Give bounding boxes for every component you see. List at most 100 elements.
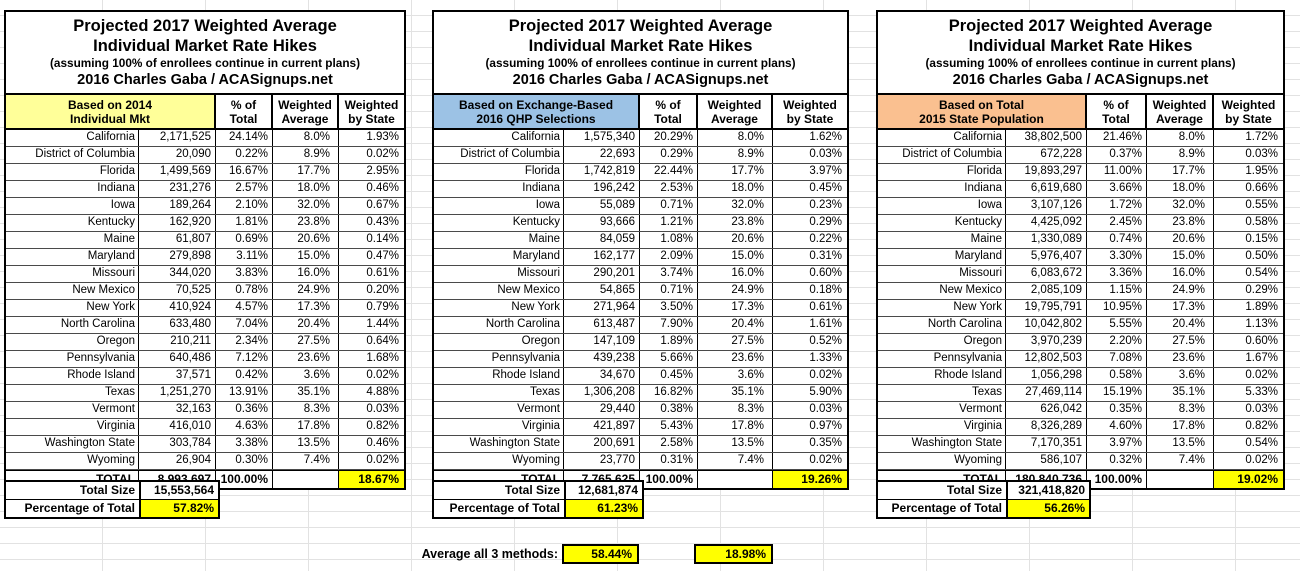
weighted-by-state-cell[interactable]: 0.22% [773, 232, 847, 248]
pct-of-total-cell[interactable]: 3.11% [216, 249, 273, 265]
pct-of-total-cell[interactable]: 2.57% [216, 181, 273, 197]
state-name-cell[interactable]: Rhode Island [6, 368, 139, 384]
weighted-by-state-cell[interactable]: 2.95% [339, 164, 404, 180]
market-size-cell[interactable]: 32,163 [139, 402, 216, 418]
pct-of-total-cell[interactable]: 3.83% [216, 266, 273, 282]
table-title-block[interactable]: Projected 2017 Weighted Average Individu… [878, 12, 1283, 95]
state-name-cell[interactable]: Maryland [434, 249, 564, 265]
weighted-average-cell[interactable]: 18.0% [698, 181, 773, 197]
state-name-cell[interactable]: Pennsylvania [878, 351, 1006, 367]
pct-of-total-cell[interactable]: 16.82% [640, 385, 698, 401]
total-wavg-empty-cell[interactable] [1147, 471, 1214, 488]
state-name-cell[interactable]: Indiana [878, 181, 1006, 197]
state-name-cell[interactable]: North Carolina [878, 317, 1006, 333]
state-name-cell[interactable]: California [6, 130, 139, 146]
pct-of-total-cell[interactable]: 3.66% [1087, 181, 1147, 197]
pct-of-total-cell[interactable]: 0.45% [640, 368, 698, 384]
pct-of-total-cell[interactable]: 16.67% [216, 164, 273, 180]
total-size-value[interactable]: 12,681,874 [564, 482, 642, 499]
table-title-block[interactable]: Projected 2017 Weighted Average Individu… [434, 12, 847, 95]
pct-of-total-cell[interactable]: 0.29% [640, 147, 698, 163]
weighted-by-state-cell[interactable]: 0.03% [773, 402, 847, 418]
market-size-cell[interactable]: 1,251,270 [139, 385, 216, 401]
weighted-by-state-cell[interactable]: 0.58% [1214, 215, 1283, 231]
weighted-average-cell[interactable]: 35.1% [698, 385, 773, 401]
pct-of-total-cell[interactable]: 2.58% [640, 436, 698, 452]
weighted-average-cell[interactable]: 13.5% [698, 436, 773, 452]
state-name-cell[interactable]: Rhode Island [878, 368, 1006, 384]
pct-of-total-cell[interactable]: 0.31% [640, 453, 698, 469]
weighted-average-cell[interactable]: 8.0% [698, 130, 773, 146]
market-size-cell[interactable]: 410,924 [139, 300, 216, 316]
market-size-cell[interactable]: 38,802,500 [1006, 130, 1087, 146]
state-name-cell[interactable]: New York [6, 300, 139, 316]
weighted-by-state-cell[interactable]: 0.20% [339, 283, 404, 299]
market-size-cell[interactable]: 626,042 [1006, 402, 1087, 418]
weighted-average-cell[interactable]: 16.0% [1147, 266, 1214, 282]
market-size-cell[interactable]: 70,525 [139, 283, 216, 299]
weighted-by-state-cell[interactable]: 0.43% [339, 215, 404, 231]
pct-of-total-cell[interactable]: 7.12% [216, 351, 273, 367]
pct-of-total-cell[interactable]: 0.78% [216, 283, 273, 299]
weighted-by-state-cell[interactable]: 0.60% [1214, 334, 1283, 350]
total-weighted-by-state-cell[interactable]: 18.67% [339, 471, 404, 488]
weighted-average-cell[interactable]: 7.4% [698, 453, 773, 469]
pct-of-total-cell[interactable]: 1.81% [216, 215, 273, 231]
weighted-average-cell[interactable]: 17.3% [273, 300, 339, 316]
weighted-by-state-cell[interactable]: 1.62% [773, 130, 847, 146]
market-size-cell[interactable]: 2,171,525 [139, 130, 216, 146]
state-name-cell[interactable]: Florida [434, 164, 564, 180]
weighted-by-state-cell[interactable]: 0.23% [773, 198, 847, 214]
state-name-cell[interactable]: Missouri [878, 266, 1006, 282]
weighted-by-state-cell[interactable]: 0.46% [339, 181, 404, 197]
weighted-average-cell[interactable]: 15.0% [273, 249, 339, 265]
weighted-average-cell[interactable]: 13.5% [273, 436, 339, 452]
state-name-cell[interactable]: Washington State [6, 436, 139, 452]
total-size-label[interactable]: Total Size [504, 483, 560, 497]
pct-of-total-value[interactable]: 57.82% [139, 500, 218, 517]
pct-of-total-header[interactable]: % of Total [640, 95, 698, 128]
weighted-by-state-cell[interactable]: 0.61% [339, 266, 404, 282]
pct-of-total-cell[interactable]: 0.74% [1087, 232, 1147, 248]
weighted-by-state-cell[interactable]: 0.15% [1214, 232, 1283, 248]
table-title-block[interactable]: Projected 2017 Weighted Average Individu… [6, 12, 404, 95]
state-name-cell[interactable]: Texas [878, 385, 1006, 401]
weighted-average-cell[interactable]: 3.6% [273, 368, 339, 384]
weighted-by-state-cell[interactable]: 0.46% [339, 436, 404, 452]
market-size-cell[interactable]: 55,089 [564, 198, 640, 214]
pct-of-total-value[interactable]: 56.26% [1006, 500, 1089, 517]
pct-of-total-cell[interactable]: 7.04% [216, 317, 273, 333]
pct-of-total-cell[interactable]: 5.55% [1087, 317, 1147, 333]
state-name-cell[interactable]: Washington State [434, 436, 564, 452]
weighted-by-state-cell[interactable]: 0.02% [773, 453, 847, 469]
market-size-cell[interactable]: 162,920 [139, 215, 216, 231]
weighted-average-cell[interactable]: 15.0% [698, 249, 773, 265]
weighted-average-cell[interactable]: 18.0% [1147, 181, 1214, 197]
weighted-average-cell[interactable]: 20.4% [698, 317, 773, 333]
weighted-by-state-cell[interactable]: 0.29% [773, 215, 847, 231]
state-name-cell[interactable]: Florida [878, 164, 1006, 180]
weighted-average-cell[interactable]: 8.3% [698, 402, 773, 418]
state-name-cell[interactable]: Oregon [6, 334, 139, 350]
state-name-cell[interactable]: District of Columbia [6, 147, 139, 163]
market-size-cell[interactable]: 5,976,407 [1006, 249, 1087, 265]
average-weighted-rate-value[interactable]: 18.98% [694, 544, 773, 564]
pct-of-total-cell[interactable]: 7.90% [640, 317, 698, 333]
market-size-cell[interactable]: 93,666 [564, 215, 640, 231]
pct-of-total-cell[interactable]: 3.38% [216, 436, 273, 452]
pct-of-total-cell[interactable]: 3.97% [1087, 436, 1147, 452]
pct-of-total-cell[interactable]: 0.37% [1087, 147, 1147, 163]
weighted-average-cell[interactable]: 17.8% [273, 419, 339, 435]
weighted-by-state-cell[interactable]: 1.93% [339, 130, 404, 146]
market-size-cell[interactable]: 12,802,503 [1006, 351, 1087, 367]
weighted-by-state-cell[interactable]: 0.31% [773, 249, 847, 265]
state-name-cell[interactable]: Pennsylvania [434, 351, 564, 367]
weighted-average-cell[interactable]: 8.9% [273, 147, 339, 163]
market-size-cell[interactable]: 54,865 [564, 283, 640, 299]
weighted-average-cell[interactable]: 24.9% [273, 283, 339, 299]
market-size-cell[interactable]: 344,020 [139, 266, 216, 282]
state-name-cell[interactable]: Virginia [878, 419, 1006, 435]
total-size-value[interactable]: 15,553,564 [139, 482, 218, 499]
weighted-average-cell[interactable]: 23.6% [698, 351, 773, 367]
pct-of-total-cell[interactable]: 1.21% [640, 215, 698, 231]
